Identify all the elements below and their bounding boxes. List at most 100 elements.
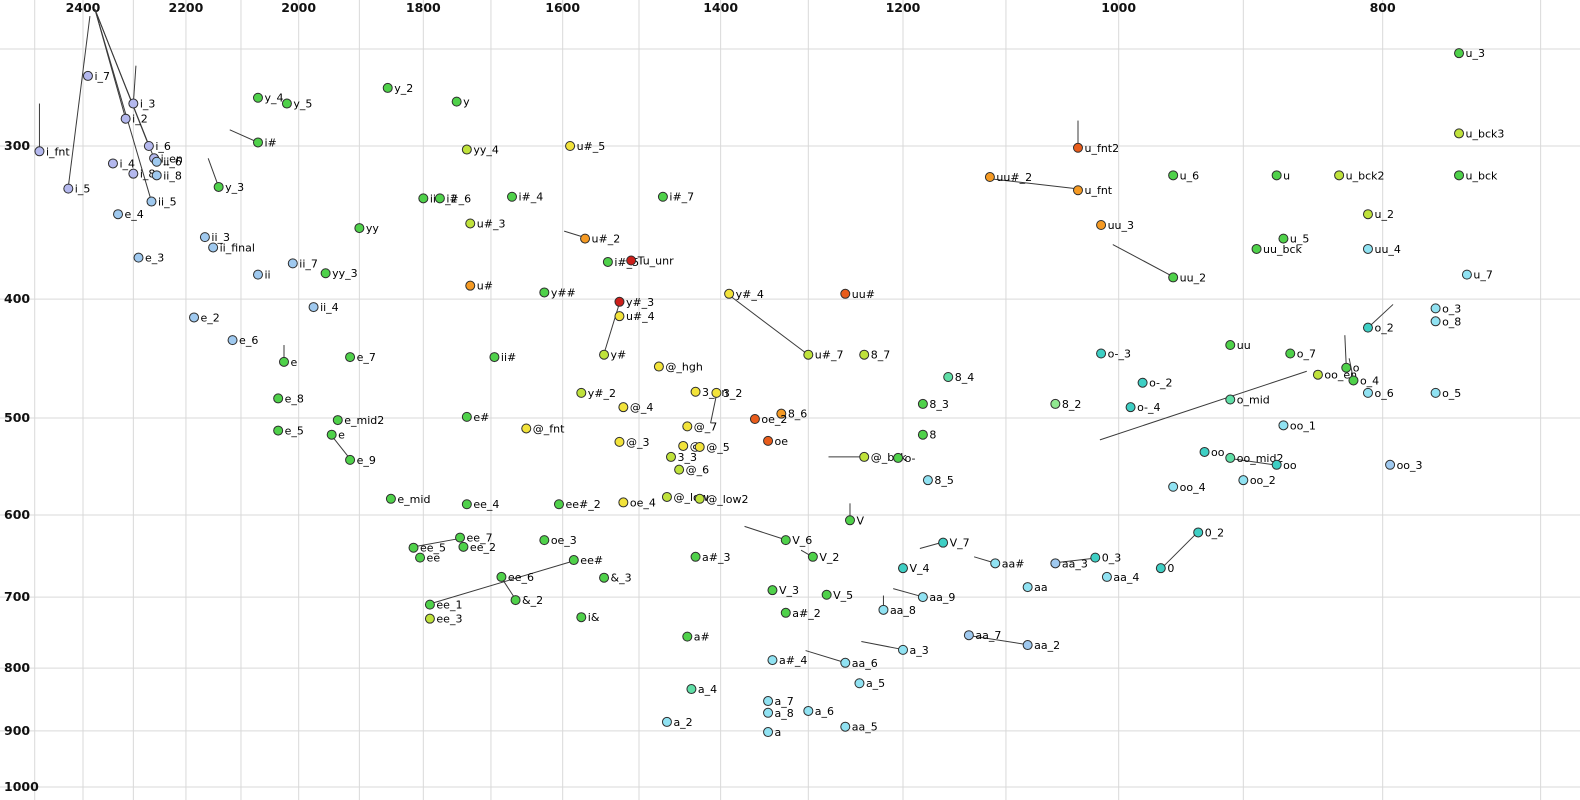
data-point-label: uu#_2	[996, 171, 1032, 184]
data-point	[1125, 402, 1136, 413]
data-point	[690, 386, 701, 397]
leader-line	[132, 65, 137, 104]
data-point	[128, 98, 139, 109]
data-point	[1168, 481, 1179, 492]
data-point	[1454, 48, 1465, 59]
leader-line	[989, 178, 1076, 190]
data-point	[602, 256, 613, 267]
data-point-label: yy	[366, 222, 380, 235]
leader-line	[805, 650, 844, 663]
data-point-label: 8_2	[1062, 398, 1082, 411]
data-point-label: oe_3	[551, 534, 577, 547]
data-point-label: i&	[588, 611, 600, 624]
leader-line	[413, 537, 461, 548]
data-point	[803, 705, 814, 716]
data-point-label: e_3	[145, 252, 164, 265]
x-tick-label: 1400	[703, 0, 738, 15]
leader-line	[710, 394, 717, 424]
data-point-label: a_4	[698, 683, 717, 696]
data-point	[1022, 640, 1033, 651]
data-point	[434, 193, 445, 204]
data-point-label: V_6	[792, 534, 812, 547]
data-point	[614, 311, 625, 322]
data-point-label: u_fnt	[1084, 184, 1112, 197]
data-point	[1193, 527, 1204, 538]
data-point-label: o_mid	[1237, 394, 1270, 407]
data-point	[724, 288, 735, 299]
data-point-label: yy_3	[332, 267, 358, 280]
data-point	[539, 535, 550, 546]
data-point-label: ii_8	[163, 169, 182, 182]
data-point	[507, 191, 518, 202]
data-point	[1278, 233, 1289, 244]
data-point	[1251, 243, 1262, 254]
x-tick-label: 1600	[545, 0, 580, 15]
leader-line	[94, 9, 152, 202]
data-point-label: ii_7	[299, 257, 318, 270]
data-point-label: 3_2	[723, 387, 743, 400]
data-point-label: oo	[1211, 446, 1225, 459]
data-point-label: ee#_2	[565, 498, 600, 511]
data-point	[332, 415, 343, 426]
leader-line	[1344, 335, 1347, 367]
data-point	[657, 191, 668, 202]
data-point-label: e_mid	[397, 493, 430, 506]
leader-line	[1162, 533, 1197, 567]
data-point-label: 8_4	[955, 371, 975, 384]
data-point-label: e	[290, 356, 297, 369]
data-point	[273, 393, 284, 404]
data-point-label: i#_7	[669, 191, 694, 204]
data-point-label: oe_2	[761, 413, 787, 426]
leader-line	[229, 129, 259, 143]
data-point	[749, 414, 760, 425]
data-point-label: 0_2	[1205, 526, 1225, 539]
data-point-label: &_2	[522, 594, 543, 607]
y-tick-label: 800	[4, 660, 30, 675]
data-point-label: u#	[477, 280, 493, 293]
data-point	[1362, 243, 1373, 254]
data-point	[576, 387, 587, 398]
data-point-label: aa#	[1002, 557, 1025, 570]
data-point-label: ii	[264, 269, 270, 282]
data-point	[1168, 272, 1179, 283]
data-point	[984, 172, 995, 183]
data-point	[539, 287, 550, 298]
data-point	[840, 657, 851, 668]
leader-line	[207, 158, 220, 188]
data-point-label: a_5	[866, 677, 885, 690]
leader-line	[970, 635, 1026, 645]
data-point	[763, 435, 774, 446]
data-point-label: i_3	[140, 98, 156, 111]
data-point-label: e_8	[285, 392, 304, 405]
data-point	[345, 454, 356, 465]
data-point	[151, 170, 162, 181]
data-point	[521, 423, 532, 434]
data-point-label: y#_3	[626, 296, 654, 309]
data-point	[252, 269, 263, 280]
data-point	[1430, 387, 1441, 398]
data-point-label: u#_3	[477, 217, 506, 230]
data-point	[898, 563, 908, 574]
data-point-label: uu_3	[1108, 219, 1134, 232]
data-point	[1199, 446, 1210, 457]
data-point	[678, 440, 689, 451]
data-point-label: o-	[905, 452, 916, 465]
data-point-label: a_3	[910, 644, 929, 657]
leader-line	[564, 230, 584, 238]
leader-line	[1369, 304, 1394, 327]
data-point-label: y#_4	[736, 288, 764, 301]
data-point	[326, 429, 337, 440]
data-point	[840, 288, 851, 299]
data-point-label: y_3	[225, 181, 244, 194]
data-point-label: y_5	[293, 98, 312, 111]
data-point-label: i_7	[94, 70, 110, 83]
data-point	[496, 571, 507, 582]
data-point-label: oo_3	[1397, 459, 1423, 472]
data-point	[1168, 170, 1179, 181]
data-point	[898, 644, 908, 655]
data-point	[1022, 582, 1033, 593]
data-point-label: o_4	[1360, 374, 1379, 387]
data-point	[273, 425, 284, 436]
y-tick-label: 300	[4, 138, 30, 153]
